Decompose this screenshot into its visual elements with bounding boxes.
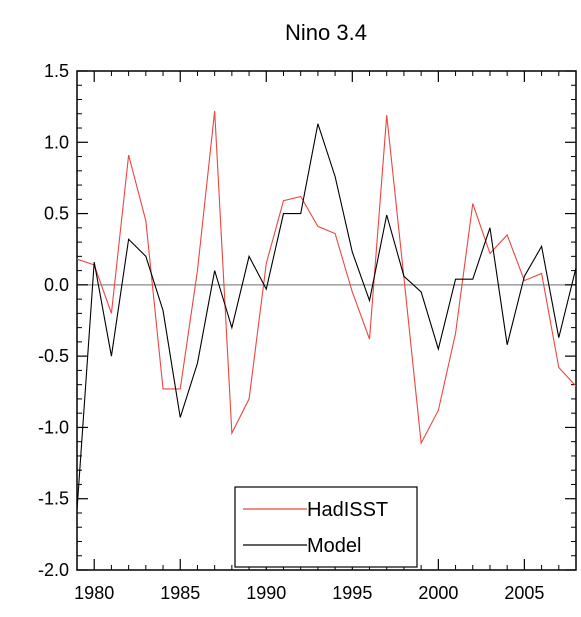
- y-tick-label: -2.0: [38, 560, 69, 580]
- x-tick-label: 1980: [74, 583, 114, 603]
- x-tick-label: 2005: [504, 583, 544, 603]
- y-tick-label: -1.0: [38, 417, 69, 437]
- y-tick-label: -0.5: [38, 346, 69, 366]
- legend-label: HadISST: [307, 499, 388, 521]
- plot-frame: [76, 70, 577, 571]
- axes-layer: 1980 1985 1990 1995 2000 2005 -2.0 -1.5 -1.0 -0.5…: [38, 61, 577, 603]
- y-tick-label: 1.0: [44, 132, 69, 152]
- x-tick-label: 1995: [332, 583, 372, 603]
- x-tick-label: 2000: [418, 583, 458, 603]
- x-tick-label: 1985: [160, 583, 200, 603]
- y-tick-label: -1.5: [38, 489, 69, 509]
- legend-label: Model: [307, 535, 361, 557]
- chart-title: Nino 3.4: [285, 20, 367, 45]
- x-tick-label: 1990: [246, 583, 286, 603]
- y-tick-label: 0.0: [44, 275, 69, 295]
- legend-box: [234, 486, 418, 568]
- y-tick-label: 0.5: [44, 204, 69, 224]
- y-tick-label: 1.5: [44, 61, 69, 81]
- legend: HadISST Model: [234, 486, 418, 568]
- series-line-model: [76, 123, 577, 511]
- series-layer: [76, 110, 577, 511]
